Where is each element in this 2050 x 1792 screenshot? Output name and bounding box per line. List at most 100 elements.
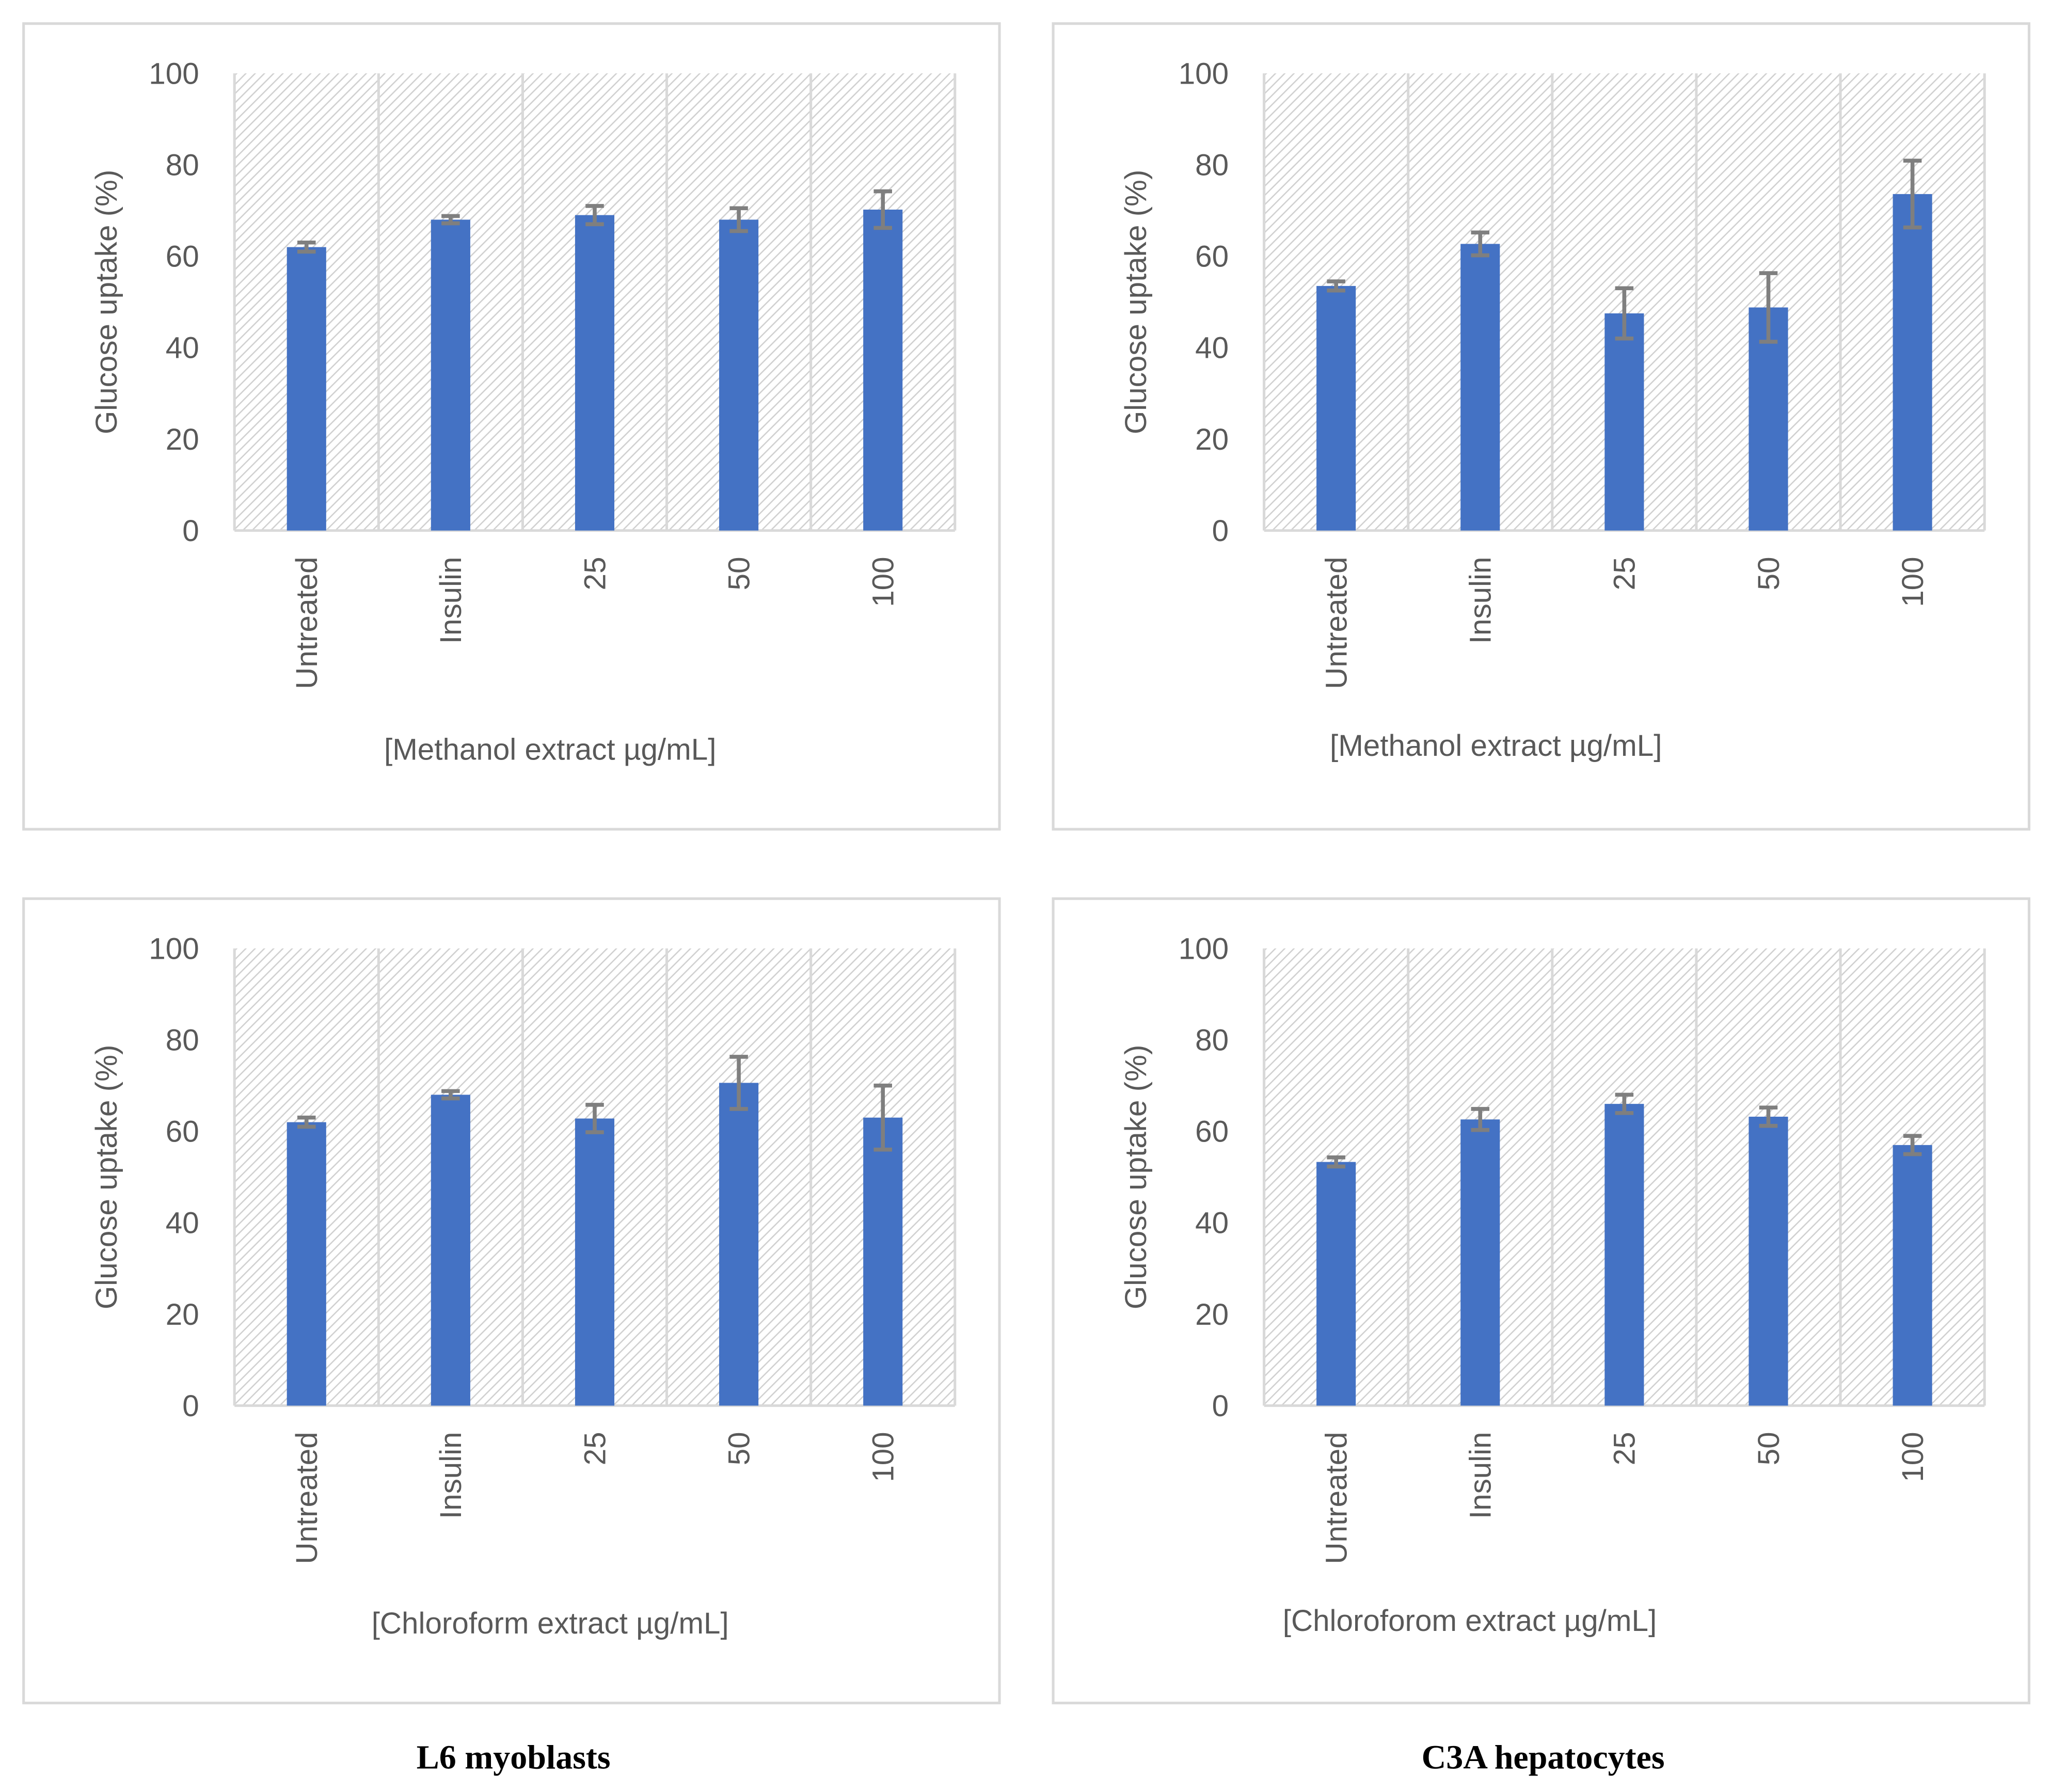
- y-tick-label: 20: [1195, 423, 1229, 456]
- caption-l6-myoblasts: L6 myoblasts: [416, 1738, 611, 1777]
- y-tick-label: 0: [182, 1389, 199, 1423]
- bar: [431, 1095, 470, 1406]
- y-tick-label: 40: [1195, 331, 1229, 365]
- x-axis-title: [Methanol extract µg/mL]: [384, 733, 716, 767]
- bar: [575, 215, 615, 531]
- bar: [863, 1117, 903, 1406]
- bar: [1316, 286, 1356, 531]
- error-bar: [729, 1055, 748, 1111]
- x-tick-label: 25: [1608, 557, 1642, 590]
- x-tick-label: 50: [722, 557, 756, 590]
- error-bar: [1759, 271, 1778, 344]
- bar: [1316, 1162, 1356, 1406]
- y-tick-label: 80: [166, 149, 199, 182]
- x-tick-label: Insulin: [434, 557, 468, 644]
- chart-svg: 0 20 40 60 80 100 Untreated Insulin 25 50 100 Gluco…: [1119, 57, 1986, 763]
- y-tick-label: 20: [166, 1298, 199, 1331]
- bar: [431, 219, 470, 531]
- y-tick-label: 100: [1179, 932, 1229, 965]
- chart-svg: 0 20 40 60 80 100 Untreated Insulin 25 50 100 Gluco…: [1119, 932, 1986, 1638]
- error-bar: [873, 189, 892, 230]
- y-tick-label: 60: [1195, 1115, 1229, 1149]
- chart-l6-chloroform: 0 20 40 60 80 100 Untreated Insulin 25 50 100 Gluco…: [22, 897, 1001, 1705]
- error-bar: [297, 1115, 316, 1129]
- error-bar: [297, 240, 316, 254]
- bar: [863, 209, 903, 531]
- y-tick-label: 80: [1195, 149, 1229, 182]
- chart-svg: 0 20 40 60 80 100 Untreated Insulin 25 50 100 Gluco…: [90, 932, 957, 1640]
- bar: [287, 1122, 326, 1406]
- y-axis-title: Glucose uptake (%): [90, 1045, 123, 1310]
- chart-svg: 0 20 40 60 80 100 Untreated Insulin 25 50 100 Gluco…: [90, 57, 957, 767]
- y-tick-label: 0: [1212, 514, 1229, 548]
- x-tick-label: Insulin: [1464, 1432, 1498, 1519]
- x-tick-label: 100: [867, 557, 900, 607]
- error-bar: [1903, 1134, 1922, 1156]
- caption-c3a-hepatocytes: C3A hepatocytes: [1421, 1738, 1665, 1777]
- x-tick-label: Untreated: [290, 1432, 324, 1564]
- x-tick-label: Untreated: [1320, 1432, 1353, 1564]
- error-bar: [585, 1103, 604, 1134]
- error-bar: [729, 206, 748, 233]
- y-tick-label: 60: [166, 1115, 199, 1149]
- error-bar: [441, 214, 460, 226]
- x-tick-label: 25: [578, 557, 612, 590]
- x-tick-label: Untreated: [1320, 557, 1353, 689]
- x-tick-label: 100: [1896, 557, 1930, 607]
- error-bar: [873, 1083, 892, 1152]
- x-tick-label: 50: [1752, 557, 1786, 590]
- x-axis-title: [Chloroforom extract µg/mL]: [1283, 1604, 1657, 1638]
- y-tick-label: 0: [182, 514, 199, 548]
- x-tick-label: Insulin: [1464, 557, 1498, 644]
- error-bar: [1471, 1107, 1490, 1132]
- error-bar: [441, 1089, 460, 1101]
- chart-c3a-methanol: 0 20 40 60 80 100 Untreated Insulin 25 50 100 Gluco…: [1052, 22, 2030, 831]
- bar: [1893, 194, 1932, 531]
- error-bar: [1903, 158, 1922, 230]
- y-tick-label: 20: [1195, 1298, 1229, 1331]
- bar: [1749, 307, 1788, 531]
- x-tick-label: 100: [867, 1432, 900, 1482]
- x-tick-label: Insulin: [434, 1432, 468, 1519]
- x-axis-title: [Chloroform extract µg/mL]: [372, 1607, 729, 1640]
- bar: [1604, 313, 1644, 531]
- bar: [1893, 1145, 1932, 1406]
- x-tick-label: 50: [722, 1432, 756, 1465]
- x-tick-label: 100: [1896, 1432, 1930, 1482]
- y-tick-label: 60: [1195, 240, 1229, 274]
- error-bar: [1759, 1105, 1778, 1128]
- y-tick-label: 100: [149, 932, 199, 965]
- bar: [1460, 244, 1500, 531]
- chart-c3a-chloroform: 0 20 40 60 80 100 Untreated Insulin 25 50 100 Gluco…: [1052, 897, 2030, 1705]
- y-tick-label: 60: [166, 240, 199, 274]
- x-axis-title: [Methanol extract µg/mL]: [1330, 729, 1662, 763]
- y-tick-label: 0: [1212, 1389, 1229, 1423]
- error-bar: [1471, 230, 1490, 258]
- error-bar: [1327, 1155, 1345, 1169]
- bar: [1460, 1119, 1500, 1406]
- y-tick-label: 40: [1195, 1207, 1229, 1240]
- bar: [287, 247, 326, 531]
- bar: [719, 1083, 759, 1406]
- bar: [719, 219, 759, 531]
- y-tick-label: 40: [166, 1207, 199, 1240]
- x-tick-label: Untreated: [290, 557, 324, 689]
- y-tick-label: 20: [166, 423, 199, 456]
- error-bar: [585, 204, 604, 227]
- error-bar: [1327, 279, 1345, 293]
- y-axis-title: Glucose uptake (%): [1119, 1045, 1153, 1310]
- y-tick-label: 100: [149, 57, 199, 90]
- y-tick-label: 100: [1179, 57, 1229, 90]
- x-tick-label: 25: [1608, 1432, 1642, 1465]
- error-bar: [1615, 286, 1634, 341]
- bar: [575, 1118, 615, 1406]
- chart-l6-methanol: 0 20 40 60 80 100 Untreated Insulin 25 50 100 Gluco…: [22, 22, 1001, 831]
- y-tick-label: 40: [166, 331, 199, 365]
- y-axis-title: Glucose uptake (%): [90, 170, 123, 434]
- bar: [1604, 1104, 1644, 1406]
- y-tick-label: 80: [166, 1023, 199, 1057]
- y-tick-label: 80: [1195, 1023, 1229, 1057]
- bar: [1749, 1116, 1788, 1406]
- x-tick-label: 50: [1752, 1432, 1786, 1465]
